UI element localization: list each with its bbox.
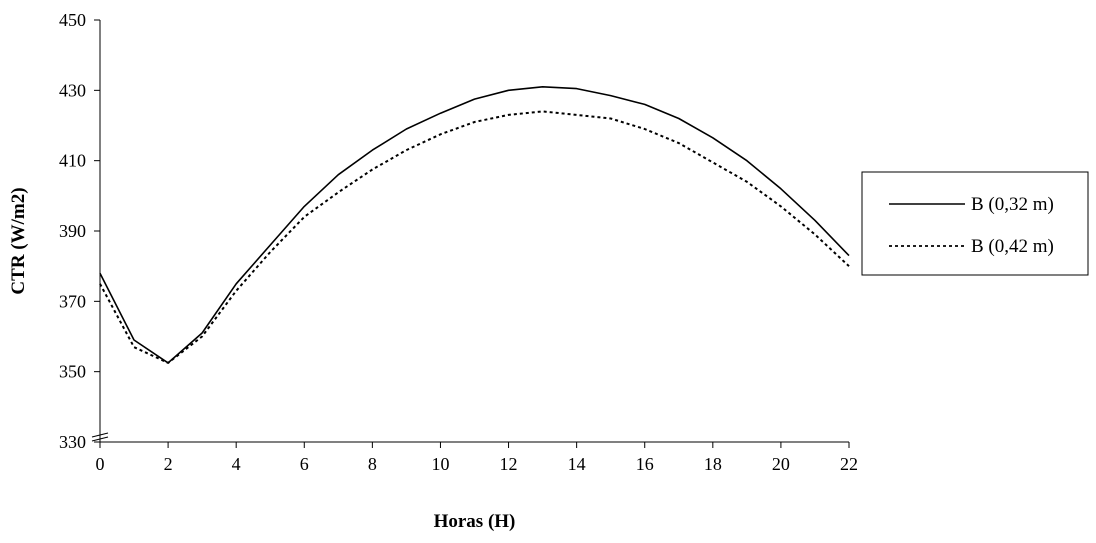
y-tick-label: 370: [59, 291, 86, 311]
x-tick-label: 2: [164, 454, 173, 474]
y-tick-label: 410: [59, 151, 86, 171]
tick-marks: [94, 19, 850, 448]
legend-label-series-1: B (0,32 m): [971, 194, 1054, 215]
x-tick-label: 14: [568, 454, 586, 474]
legend: B (0,32 m) B (0,42 m): [861, 171, 1089, 276]
legend-box: [861, 171, 1089, 276]
x-tick-label: 16: [636, 454, 654, 474]
series-line-2: [99, 110, 850, 364]
y-tick-label: 350: [59, 362, 86, 382]
x-tick-label: 20: [772, 454, 790, 474]
x-axis-title: Horas (H): [434, 511, 516, 532]
x-tick-label: 18: [704, 454, 722, 474]
axes: [91, 20, 849, 443]
series-line-1: [99, 86, 850, 364]
y-axis-break-slash-2: [91, 436, 109, 442]
x-tick-label: 22: [840, 454, 858, 474]
x-tick-label: 10: [431, 454, 449, 474]
y-axis-title: CTR (W/m2): [8, 187, 29, 294]
x-tick-label: 0: [96, 454, 105, 474]
x-tick-label: 12: [500, 454, 518, 474]
x-tick-label: 4: [232, 454, 241, 474]
tick-labels: 330 350 370 390 410 430 450 0 2 4 6 8 10 12 14 16 18 20 22: [59, 10, 858, 474]
y-tick-label: 450: [59, 10, 86, 30]
y-tick-label: 330: [59, 432, 86, 452]
y-tick-label: 430: [59, 80, 86, 100]
y-axis-break-mark: [91, 432, 109, 442]
x-tick-label: 8: [368, 454, 377, 474]
series-lines: [99, 86, 850, 364]
y-tick-label: 390: [59, 221, 86, 241]
x-tick-label: 6: [300, 454, 309, 474]
y-axis-break-slash-1: [91, 432, 109, 438]
legend-label-series-2: B (0,42 m): [971, 236, 1054, 257]
